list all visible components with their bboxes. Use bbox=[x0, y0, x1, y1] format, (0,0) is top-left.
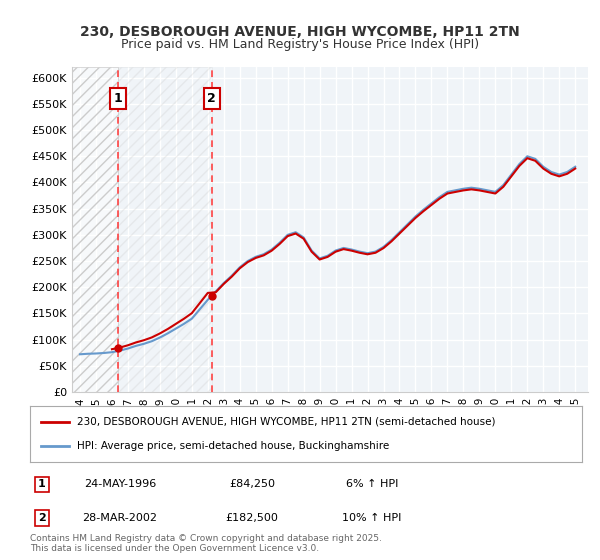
Text: 1: 1 bbox=[114, 92, 123, 105]
Bar bbox=[72, 67, 118, 392]
Text: 10% ↑ HPI: 10% ↑ HPI bbox=[343, 513, 401, 523]
Bar bbox=[72, 67, 118, 392]
Text: £84,250: £84,250 bbox=[229, 479, 275, 489]
Text: HPI: Average price, semi-detached house, Buckinghamshire: HPI: Average price, semi-detached house,… bbox=[77, 441, 389, 451]
Text: 28-MAR-2002: 28-MAR-2002 bbox=[83, 513, 157, 523]
Text: 1: 1 bbox=[38, 479, 46, 489]
Text: 230, DESBOROUGH AVENUE, HIGH WYCOMBE, HP11 2TN: 230, DESBOROUGH AVENUE, HIGH WYCOMBE, HP… bbox=[80, 25, 520, 39]
Text: £182,500: £182,500 bbox=[226, 513, 278, 523]
Text: 2: 2 bbox=[38, 513, 46, 523]
Text: 230, DESBOROUGH AVENUE, HIGH WYCOMBE, HP11 2TN (semi-detached house): 230, DESBOROUGH AVENUE, HIGH WYCOMBE, HP… bbox=[77, 417, 496, 427]
Text: 24-MAY-1996: 24-MAY-1996 bbox=[84, 479, 156, 489]
Text: Price paid vs. HM Land Registry's House Price Index (HPI): Price paid vs. HM Land Registry's House … bbox=[121, 38, 479, 51]
Text: Contains HM Land Registry data © Crown copyright and database right 2025.
This d: Contains HM Land Registry data © Crown c… bbox=[30, 534, 382, 553]
Bar bbox=[118, 67, 212, 392]
Text: 2: 2 bbox=[208, 92, 216, 105]
Text: 6% ↑ HPI: 6% ↑ HPI bbox=[346, 479, 398, 489]
